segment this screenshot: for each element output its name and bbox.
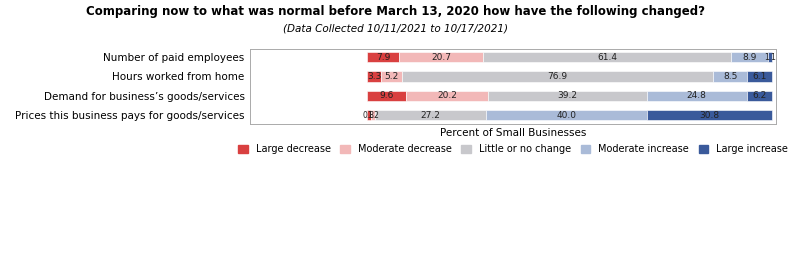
- Text: 24.8: 24.8: [687, 92, 706, 100]
- Text: Comparing now to what was normal before March 13, 2020 how have the following ch: Comparing now to what was normal before …: [86, 5, 705, 18]
- Bar: [647, 110, 772, 120]
- Bar: [486, 110, 647, 120]
- Text: 61.4: 61.4: [597, 53, 617, 61]
- Text: 40.0: 40.0: [556, 111, 577, 120]
- Text: 39.2: 39.2: [557, 92, 577, 100]
- Text: 20.7: 20.7: [431, 53, 451, 61]
- Text: (Data Collected 10/11/2021 to 10/17/2021): (Data Collected 10/11/2021 to 10/17/2021…: [283, 23, 508, 33]
- Bar: [402, 71, 713, 82]
- Text: 6.1: 6.1: [752, 72, 766, 81]
- Bar: [367, 91, 407, 101]
- Text: 1.1: 1.1: [764, 53, 776, 61]
- Text: 8.5: 8.5: [723, 72, 737, 81]
- Bar: [407, 91, 488, 101]
- Bar: [747, 71, 772, 82]
- Text: 27.2: 27.2: [421, 111, 441, 120]
- X-axis label: Percent of Small Businesses: Percent of Small Businesses: [440, 128, 586, 138]
- Bar: [376, 110, 486, 120]
- Bar: [646, 91, 747, 101]
- Text: 3.3: 3.3: [367, 72, 381, 81]
- Text: 6.2: 6.2: [752, 92, 766, 100]
- Text: 5.2: 5.2: [384, 72, 399, 81]
- Text: 9.6: 9.6: [380, 92, 394, 100]
- Bar: [367, 71, 380, 82]
- Text: 76.9: 76.9: [547, 72, 567, 81]
- Bar: [767, 52, 772, 62]
- Legend: Large decrease, Moderate decrease, Little or no change, Moderate increase, Large: Large decrease, Moderate decrease, Littl…: [234, 140, 791, 158]
- Bar: [747, 91, 772, 101]
- Bar: [380, 71, 402, 82]
- Text: 20.2: 20.2: [437, 92, 457, 100]
- Text: 0.8: 0.8: [363, 111, 375, 120]
- Bar: [732, 52, 767, 62]
- Text: 30.8: 30.8: [699, 111, 720, 120]
- Bar: [367, 52, 399, 62]
- Bar: [399, 52, 483, 62]
- Bar: [483, 52, 732, 62]
- Bar: [367, 110, 371, 120]
- Bar: [713, 71, 747, 82]
- Text: 1.2: 1.2: [367, 111, 379, 120]
- Text: 8.9: 8.9: [742, 53, 757, 61]
- Bar: [371, 110, 376, 120]
- Bar: [488, 91, 646, 101]
- Text: 7.9: 7.9: [377, 53, 391, 61]
